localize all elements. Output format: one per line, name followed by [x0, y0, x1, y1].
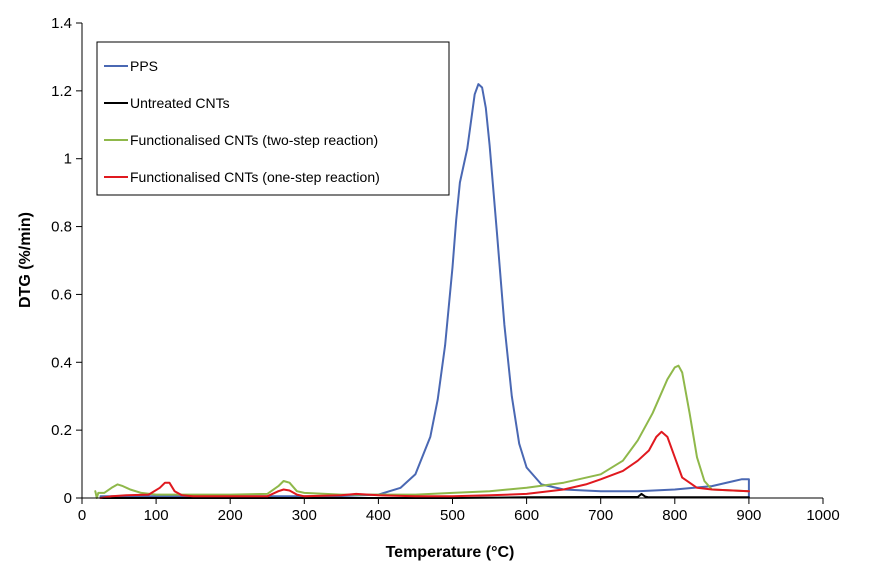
y-tick-label: 0.6: [51, 286, 72, 303]
y-tick-label: 0.4: [51, 354, 72, 371]
x-tick-label: 800: [662, 507, 687, 524]
x-ticks: 0 100 200 300 400 500 600 700 800 900 1000: [78, 498, 840, 524]
x-tick-label: 700: [588, 507, 613, 524]
y-tick-label: 1.4: [51, 15, 72, 32]
x-axis-title: Temperature (°C): [386, 544, 515, 561]
legend-box: [96, 41, 450, 196]
x-tick-label: 500: [440, 507, 465, 524]
x-tick-label: 400: [366, 507, 391, 524]
x-tick-label: 1000: [806, 507, 839, 524]
y-ticks: 0 0.2 0.4 0.6 0.8 1 1.2 1.4: [51, 15, 82, 507]
legend-items: PPS Untreated CNTs Functionalised CNTs (tw…: [104, 58, 380, 185]
y-tick-label: 0.8: [51, 219, 72, 236]
legend-label-2: Functionalised CNTs (two-step reaction): [130, 132, 378, 148]
y-axis-title: DTG (%/min): [17, 212, 34, 308]
y-tick-label: 1: [64, 151, 72, 168]
series-line-3: [99, 430, 750, 499]
legend-label-3: Functionalised CNTs (one-step reaction): [130, 169, 380, 185]
series-line-2: [94, 364, 750, 499]
y-tick-label: 1.2: [51, 83, 72, 100]
y-tick-label: 0.2: [51, 422, 72, 439]
x-tick-label: 600: [514, 507, 539, 524]
x-tick-label: 300: [292, 507, 317, 524]
legend-label-0: PPS: [130, 58, 158, 74]
x-tick-label: 0: [78, 507, 86, 524]
x-tick-label: 900: [736, 507, 761, 524]
x-tick-label: 200: [218, 507, 243, 524]
y-tick-label: 0: [64, 490, 72, 507]
x-tick-label: 100: [144, 507, 169, 524]
legend: PPS Untreated CNTs Functionalised CNTs (tw…: [96, 41, 450, 196]
axes: 0 100 200 300 400 500 600 700 800 900 1000 0 0.2 0.4…: [51, 15, 840, 524]
legend-label-1: Untreated CNTs: [130, 95, 230, 111]
